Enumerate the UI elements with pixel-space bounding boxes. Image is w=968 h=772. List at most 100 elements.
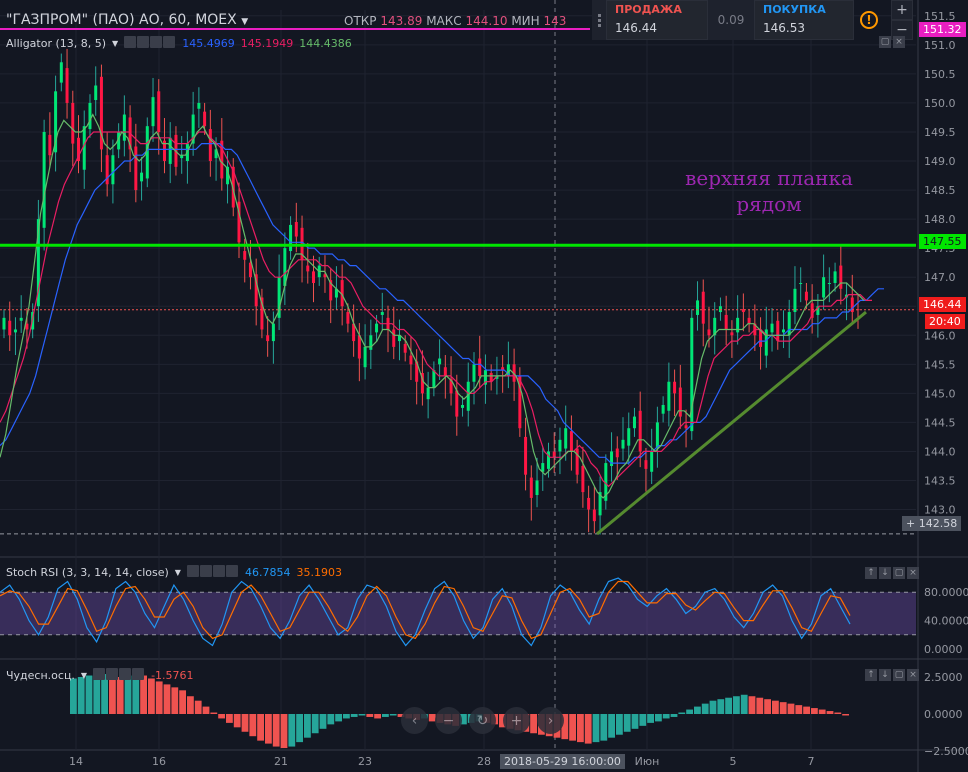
- zoom-in-button[interactable]: +: [891, 0, 913, 20]
- ao-bar: [818, 709, 826, 714]
- buy-button[interactable]: ПОКУПКА 146.53: [754, 0, 854, 40]
- ao-bar: [787, 703, 795, 714]
- ao-legend[interactable]: Чудесн.осц. ▼ -1.5761: [6, 668, 194, 683]
- scroll-right-button[interactable]: ›: [537, 707, 564, 734]
- legend-dropdown-icon[interactable]: ▼: [112, 39, 119, 48]
- ao-bar: [779, 702, 787, 714]
- close-icon[interactable]: [132, 668, 145, 680]
- legend-dropdown-icon[interactable]: ▼: [174, 568, 181, 577]
- close-pane-icon[interactable]: ×: [907, 567, 919, 579]
- candle-body: [610, 451, 614, 466]
- candle-body: [369, 335, 373, 350]
- add-icon[interactable]: [150, 36, 163, 48]
- legend-controls[interactable]: [93, 668, 145, 683]
- alligator-legend[interactable]: Alligator (13, 8, 5) ▼ 145.4969 145.1949…: [6, 36, 352, 51]
- candle-body: [71, 102, 75, 144]
- candle-body: [512, 364, 516, 382]
- alligator-label[interactable]: Alligator (13, 8, 5): [6, 37, 107, 50]
- legend-controls[interactable]: [124, 36, 176, 51]
- ao-bar: [343, 714, 350, 719]
- candle-body: [334, 288, 338, 298]
- stoch-tick-label: 80.0000: [924, 586, 968, 599]
- ao-label[interactable]: Чудесн.осц.: [6, 669, 75, 682]
- move-up-icon[interactable]: ↑: [865, 669, 877, 681]
- stoch-legend[interactable]: Stoch RSI (3, 3, 14, 14, close) ▼ 46.785…: [6, 565, 342, 580]
- sell-button[interactable]: ПРОДАЖА 146.44: [606, 0, 708, 40]
- ao-bar: [717, 699, 725, 714]
- candle-body: [701, 291, 705, 324]
- candle-body: [564, 428, 568, 449]
- close-pane-icon[interactable]: ×: [907, 669, 919, 681]
- candle-body: [306, 265, 310, 272]
- add-icon[interactable]: [212, 565, 225, 577]
- move-down-icon[interactable]: ↓: [879, 567, 891, 579]
- visibility-icon[interactable]: [124, 36, 137, 48]
- add-icon[interactable]: [119, 668, 132, 680]
- settings-icon[interactable]: [137, 36, 150, 48]
- close-icon[interactable]: [163, 36, 176, 48]
- candle-body: [518, 375, 522, 429]
- symbol-label[interactable]: "ГАЗПРОМ" (ПАО) АО, 60, MOEX: [6, 12, 237, 28]
- maximize-icon[interactable]: ▢: [879, 36, 891, 48]
- reset-chart-button[interactable]: ↻: [469, 707, 496, 734]
- candle-body: [443, 367, 447, 376]
- ao-bar: [124, 675, 132, 714]
- main-pane-controls: ▢ ×: [879, 36, 905, 48]
- drag-handle-icon[interactable]: [592, 0, 606, 40]
- candle-body: [770, 323, 774, 333]
- price-tick-label: 143.5: [924, 474, 956, 487]
- legend-dropdown-icon[interactable]: ▼: [80, 671, 88, 680]
- candle-body: [312, 271, 316, 283]
- ao-bar: [608, 714, 615, 738]
- candle-body: [357, 335, 361, 359]
- ao-bar: [132, 674, 140, 714]
- sell-price: 146.44: [615, 21, 657, 35]
- candle-body: [822, 277, 826, 298]
- symbol-title[interactable]: "ГАЗПРОМ" (ПАО) АО, 60, MOEX ▼: [6, 12, 248, 28]
- candle-body: [707, 329, 711, 336]
- ohlc-open-label: ОТКР: [344, 14, 377, 28]
- move-down-icon[interactable]: ↓: [879, 669, 891, 681]
- candle-body: [363, 346, 367, 368]
- ao-bar: [647, 714, 654, 723]
- ao-bar: [709, 700, 717, 714]
- symbol-dropdown-icon[interactable]: ▼: [241, 17, 249, 27]
- candle-body: [426, 387, 430, 400]
- stoch-label[interactable]: Stoch RSI (3, 3, 14, 14, close): [6, 566, 169, 579]
- add-alert-icon[interactable]: +: [906, 517, 916, 530]
- scroll-left-button[interactable]: ‹: [401, 707, 428, 734]
- maximize-icon[interactable]: ▢: [893, 669, 905, 681]
- candle-body: [466, 381, 470, 411]
- candle-body: [283, 248, 287, 286]
- candle-body: [19, 317, 23, 321]
- candle-body: [260, 297, 264, 330]
- visibility-icon[interactable]: [186, 565, 199, 577]
- ao-bar: [826, 711, 834, 714]
- candle-body: [776, 320, 780, 342]
- visibility-icon[interactable]: [93, 668, 106, 680]
- ao-bar: [740, 694, 748, 714]
- move-up-icon[interactable]: ↑: [865, 567, 877, 579]
- ao-bar: [249, 714, 257, 737]
- chart-annotation[interactable]: верхняя планка рядом: [676, 165, 862, 217]
- info-button[interactable]: !: [854, 0, 884, 40]
- ao-bar: [756, 697, 764, 714]
- legend-controls[interactable]: [186, 565, 239, 580]
- maximize-icon[interactable]: ▢: [893, 567, 905, 579]
- candle-body: [696, 300, 700, 315]
- ohlc-high-label: МАКС: [426, 14, 462, 28]
- ao-bar: [288, 714, 296, 747]
- zoom-in-button[interactable]: +: [503, 707, 530, 734]
- close-icon[interactable]: [225, 565, 238, 577]
- candle-body: [237, 201, 241, 243]
- settings-icon[interactable]: [199, 565, 212, 577]
- candle-body: [25, 323, 29, 330]
- settings-icon[interactable]: [106, 668, 119, 680]
- zoom-out-button[interactable]: −: [435, 707, 462, 734]
- candle-body: [277, 277, 281, 318]
- close-pane-icon[interactable]: ×: [893, 36, 905, 48]
- price-tick-label: 150.5: [924, 68, 956, 81]
- candle-body: [352, 323, 356, 342]
